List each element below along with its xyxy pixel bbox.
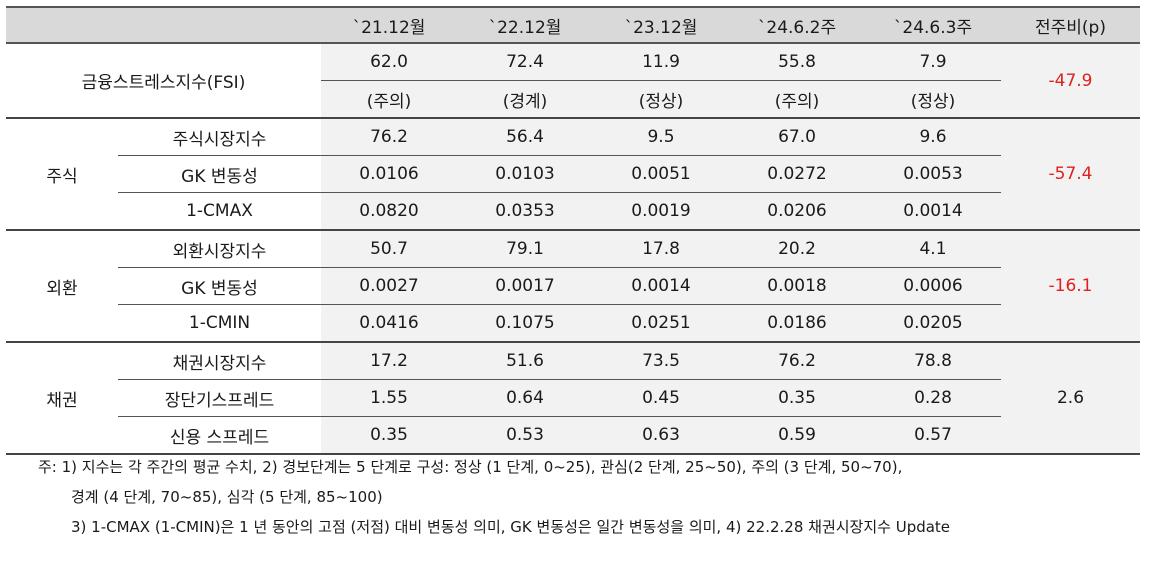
cell: 51.6 <box>457 342 593 380</box>
row-label: 1-CMIN <box>118 304 321 343</box>
fx-row: 1-CMIN 0.0416 0.1075 0.0251 0.0186 0.020… <box>6 304 1140 343</box>
footnote-line: 주: 1) 지수는 각 주간의 평균 수치, 2) 경보단계는 5 단계로 구성… <box>38 458 903 476</box>
header-col-3: `23.12월 <box>593 6 729 44</box>
cell: 0.0006 <box>865 267 1001 305</box>
cell: 4.1 <box>865 230 1001 268</box>
bond-row: 채권 채권시장지수 17.2 51.6 73.5 76.2 78.8 2.6 <box>6 342 1140 455</box>
header-blank <box>6 6 321 44</box>
cell: 0.59 <box>729 416 865 455</box>
cell: 0.35 <box>729 379 865 417</box>
row-label: 장단기스프레드 <box>118 379 321 417</box>
fsi-value: 55.8 <box>729 43 865 81</box>
fx-row: 외환 외환시장지수 50.7 79.1 17.8 20.2 4.1 -16.1 <box>6 230 1140 343</box>
fsi-value: 62.0 <box>321 43 457 81</box>
fsi-stage: (정상) <box>593 80 729 119</box>
cell: 0.0014 <box>865 192 1001 231</box>
footnotes: 주: 1) 지수는 각 주간의 평균 수치, 2) 경보단계는 5 단계로 구성… <box>38 452 950 542</box>
stock-row: 주식 주식시장지수 76.2 56.4 9.5 67.0 9.6 -57.4 <box>6 118 1140 231</box>
cell: 76.2 <box>729 342 865 380</box>
cell: 0.1075 <box>457 304 593 343</box>
fsi-stage: (경계) <box>457 80 593 119</box>
cell: 0.0820 <box>321 192 457 231</box>
cell: 20.2 <box>729 230 865 268</box>
cell: 0.0014 <box>593 267 729 305</box>
cell: 0.0051 <box>593 155 729 193</box>
cell: 0.45 <box>593 379 729 417</box>
cell: 50.7 <box>321 230 457 268</box>
cell: 9.5 <box>593 118 729 156</box>
stock-row: 1-CMAX 0.0820 0.0353 0.0019 0.0206 0.001… <box>6 192 1140 231</box>
stock-row: GK 변동성 0.0106 0.0103 0.0051 0.0272 0.005… <box>6 155 1140 193</box>
cell: 56.4 <box>457 118 593 156</box>
footnote-line: 경계 (4 단계, 70~85), 심각 (5 단계, 85~100) <box>71 488 383 506</box>
cell: 0.0186 <box>729 304 865 343</box>
fsi-value: 11.9 <box>593 43 729 81</box>
row-label: 외환시장지수 <box>118 230 321 268</box>
cell: 0.0053 <box>865 155 1001 193</box>
cell: 1.55 <box>321 379 457 417</box>
bond-row: 장단기스프레드 1.55 0.64 0.45 0.35 0.28 <box>6 379 1140 417</box>
cell: 0.0019 <box>593 192 729 231</box>
cell: 0.0017 <box>457 267 593 305</box>
cell: 0.0018 <box>729 267 865 305</box>
bond-row: 신용 스프레드 0.35 0.53 0.63 0.59 0.57 <box>6 416 1140 455</box>
fsi-stage: (주의) <box>729 80 865 119</box>
header-diff: 전주비(p) <box>1001 6 1140 44</box>
cell: 67.0 <box>729 118 865 156</box>
row-label: 신용 스프레드 <box>118 416 321 455</box>
cell: 78.8 <box>865 342 1001 380</box>
header-row: `21.12월 `22.12월 `23.12월 `24.6.2주 `24.6.3… <box>6 6 1140 44</box>
cell: 0.0027 <box>321 267 457 305</box>
fx-diff: -16.1 <box>1001 230 1140 343</box>
fsi-value: 7.9 <box>865 43 1001 81</box>
fsi-diff: -47.9 <box>1001 43 1140 119</box>
cell: 0.53 <box>457 416 593 455</box>
fsi-label: 금융스트레스지수(FSI) <box>6 43 321 119</box>
row-label: GK 변동성 <box>118 155 321 193</box>
row-label: 1-CMAX <box>118 192 321 231</box>
cell: 0.63 <box>593 416 729 455</box>
fsi-value-row: 금융스트레스지수(FSI) 62.0 72.4 11.9 55.8 7.9 -4… <box>6 43 1140 119</box>
fsi-stage-row: (주의) (경계) (정상) (주의) (정상) <box>6 80 1140 119</box>
cell: 0.0206 <box>729 192 865 231</box>
cell: 17.2 <box>321 342 457 380</box>
cell: 0.0106 <box>321 155 457 193</box>
header-col-4: `24.6.2주 <box>729 6 865 44</box>
fsi-value: 72.4 <box>457 43 593 81</box>
bond-group-label: 채권 <box>6 342 118 455</box>
cell: 73.5 <box>593 342 729 380</box>
fx-group-label: 외환 <box>6 230 118 343</box>
cell: 0.0416 <box>321 304 457 343</box>
cell: 0.28 <box>865 379 1001 417</box>
cell: 0.57 <box>865 416 1001 455</box>
header-col-2: `22.12월 <box>457 6 593 44</box>
cell: 0.35 <box>321 416 457 455</box>
cell: 79.1 <box>457 230 593 268</box>
cell: 9.6 <box>865 118 1001 156</box>
footnote-line: 3) 1-CMAX (1-CMIN)은 1 년 동안의 고점 (저점) 대비 변… <box>71 518 951 536</box>
cell: 0.0272 <box>729 155 865 193</box>
fsi-table: `21.12월 `22.12월 `23.12월 `24.6.2주 `24.6.3… <box>6 6 1140 455</box>
cell: 0.0353 <box>457 192 593 231</box>
cell: 0.0103 <box>457 155 593 193</box>
header-col-1: `21.12월 <box>321 6 457 44</box>
cell: 0.0251 <box>593 304 729 343</box>
cell: 0.0205 <box>865 304 1001 343</box>
stock-group-label: 주식 <box>6 118 118 231</box>
fsi-stage: (주의) <box>321 80 457 119</box>
cell: 17.8 <box>593 230 729 268</box>
cell: 0.64 <box>457 379 593 417</box>
header-col-5: `24.6.3주 <box>865 6 1001 44</box>
cell: 76.2 <box>321 118 457 156</box>
row-label: 채권시장지수 <box>118 342 321 380</box>
fx-row: GK 변동성 0.0027 0.0017 0.0014 0.0018 0.000… <box>6 267 1140 305</box>
fsi-stage: (정상) <box>865 80 1001 119</box>
row-label: GK 변동성 <box>118 267 321 305</box>
row-label: 주식시장지수 <box>118 118 321 156</box>
bond-diff: 2.6 <box>1001 342 1140 455</box>
stock-diff: -57.4 <box>1001 118 1140 231</box>
